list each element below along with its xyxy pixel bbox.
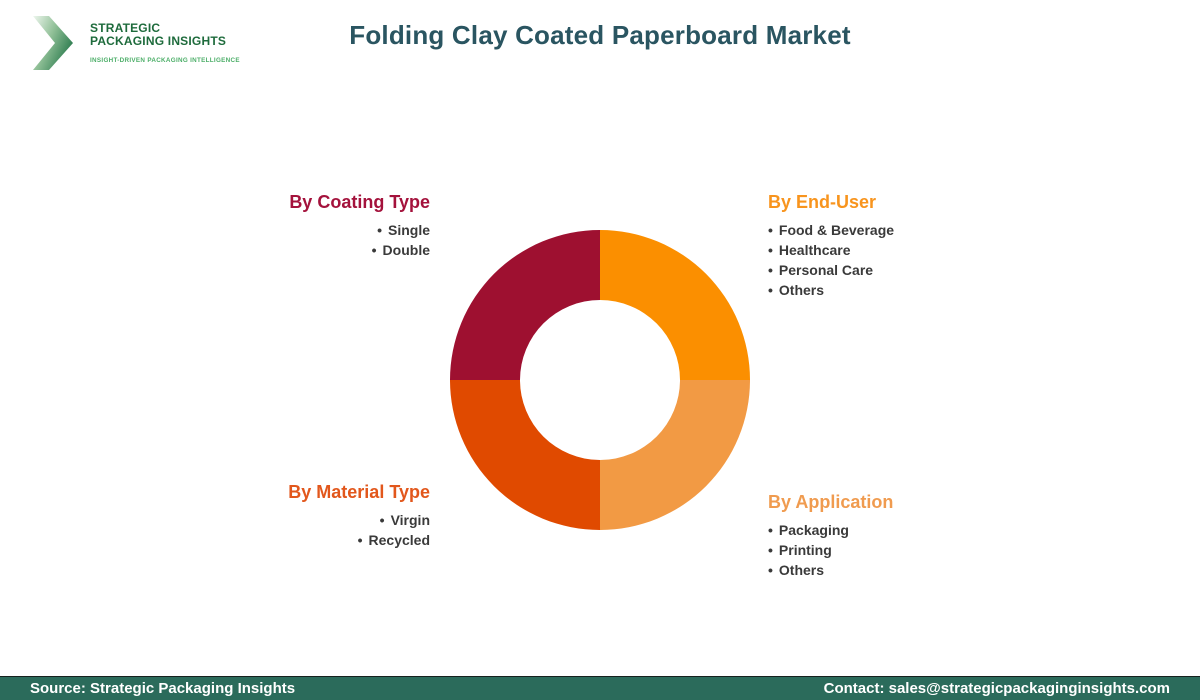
bullet-icon: •: [768, 562, 773, 578]
brand-tagline: INSIGHT-DRIVEN PACKAGING INTELLIGENCE: [90, 57, 240, 64]
donut-segment-application: [600, 380, 750, 530]
bullet-icon: •: [768, 262, 773, 278]
bullet-icon: •: [768, 282, 773, 298]
legend-heading-end-user: By End-User: [768, 192, 877, 212]
bullet-icon: •: [768, 542, 773, 558]
bullet-icon: •: [379, 512, 385, 528]
donut-segment-end-user: [600, 230, 750, 380]
legend-group-coating-type: By Coating Type • Single • Double: [289, 191, 430, 260]
legend-item: • Double: [371, 242, 430, 258]
chevron-logo-icon: [33, 16, 73, 70]
donut-chart: [450, 230, 750, 530]
footer-contact-text: Contact: sales@strategicpackaginginsight…: [823, 680, 1170, 697]
brand-name-line1: STRATEGIC: [90, 21, 161, 35]
legend-heading-application: By Application: [768, 492, 894, 512]
legend-group-material-type: By Material Type • Virgin • Recycled: [288, 481, 430, 550]
brand-logo: STRATEGIC PACKAGING INSIGHTS INSIGHT-DRI…: [33, 14, 253, 74]
legend-item: • Packaging: [768, 522, 849, 538]
legend-item: • Food & Beverage: [768, 222, 895, 238]
legend-item: • Others: [768, 562, 825, 578]
bullet-icon: •: [357, 532, 363, 548]
bullet-icon: •: [371, 242, 377, 258]
donut-segment-coating-type: [450, 230, 600, 380]
legend-heading-coating-type: By Coating Type: [289, 192, 430, 212]
footer-bar: Source: Strategic Packaging Insights Con…: [0, 676, 1200, 700]
legend-group-application: By Application • Packaging • Printing • Oth…: [768, 491, 893, 580]
legend-item: • Printing: [768, 542, 832, 558]
legend-item: • Single: [377, 222, 430, 238]
bullet-icon: •: [768, 222, 773, 238]
legend-group-end-user: By End-User • Food & Beverage • Healthcare…: [768, 191, 894, 300]
legend-item: • Virgin: [379, 512, 430, 528]
legend-heading-material-type: By Material Type: [288, 482, 430, 502]
donut-segment-material-type: [450, 380, 600, 530]
page-title: Folding Clay Coated Paperboard Market: [349, 20, 851, 50]
bullet-icon: •: [768, 242, 773, 258]
legend-item: • Healthcare: [768, 242, 851, 258]
legend-item: • Personal Care: [768, 262, 874, 278]
bullet-icon: •: [768, 522, 773, 538]
legend-item: • Others: [768, 282, 825, 298]
footer-source-text: Source: Strategic Packaging Insights: [30, 680, 296, 697]
brand-name-line2: PACKAGING INSIGHTS: [90, 34, 227, 48]
legend-item: • Recycled: [357, 532, 430, 548]
bullet-icon: •: [377, 222, 382, 238]
